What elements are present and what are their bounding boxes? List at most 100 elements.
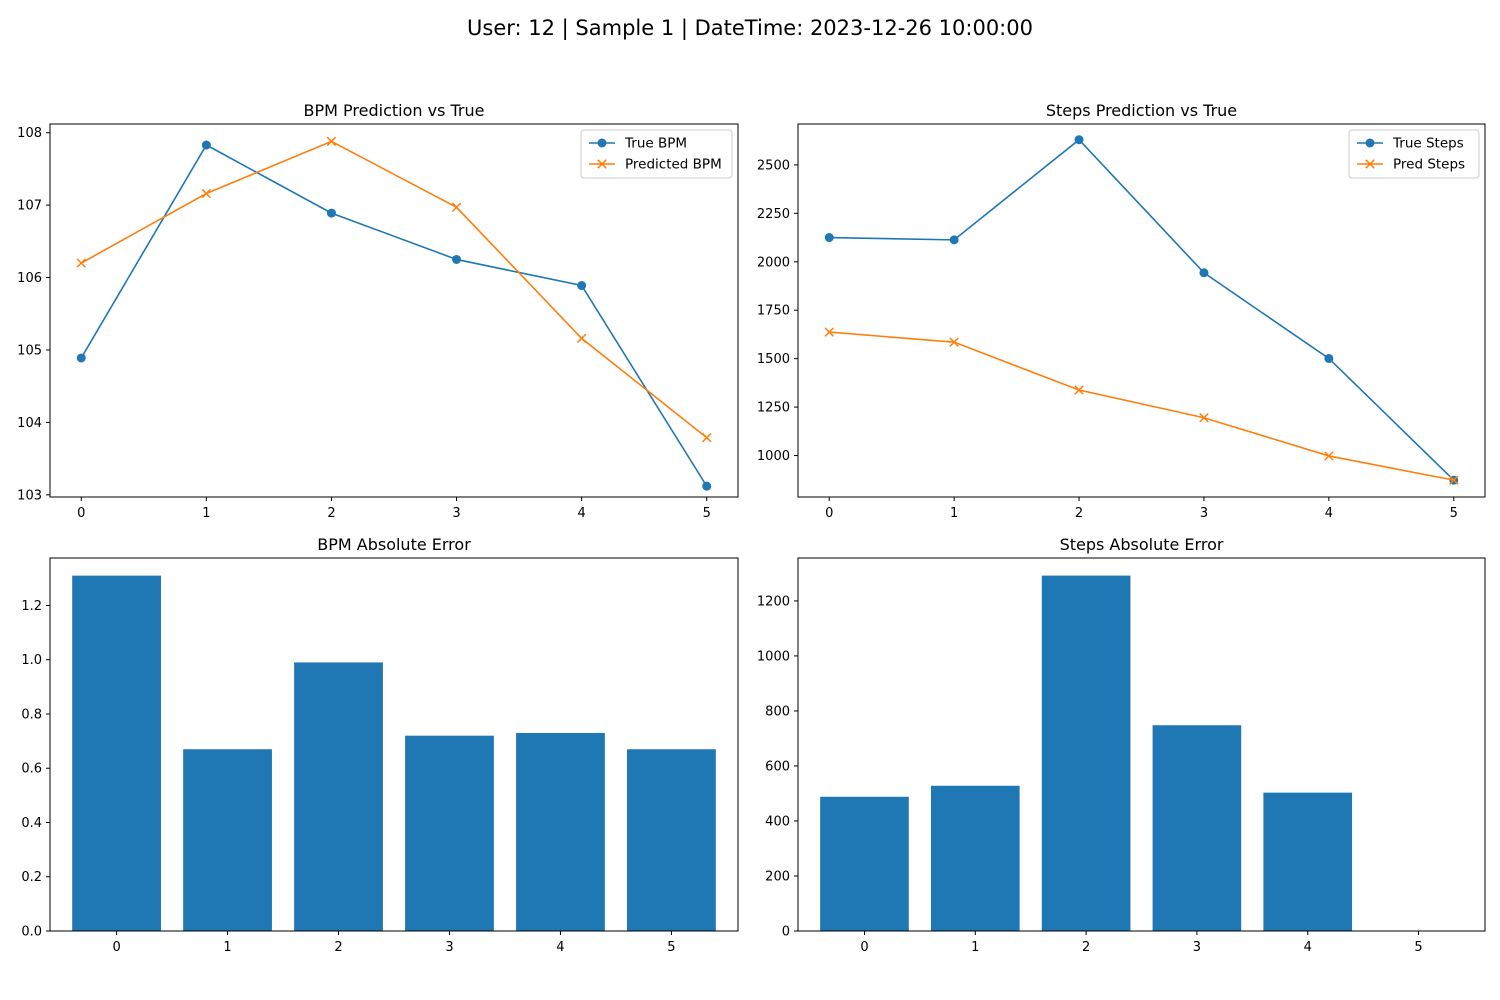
data-point — [326, 208, 336, 218]
steps-line-panel: 0 1 2 3 4 5 1000 1250 1500 1750 2000 2250 2500 Steps … — [757, 101, 1486, 521]
y-tick-label: 0.0 — [21, 925, 42, 940]
x-tick-label: 2 — [1082, 940, 1090, 955]
x-tick-label: 4 — [556, 940, 564, 955]
panel-title: BPM Prediction vs True — [304, 101, 485, 120]
x-tick-label: 3 — [1200, 506, 1208, 521]
legend-box — [1348, 129, 1480, 179]
series-line — [829, 138, 1455, 481]
y-tick-label: 1.2 — [21, 599, 42, 614]
data-point — [1365, 138, 1375, 148]
y-tick-label: 1250 — [757, 401, 790, 416]
y-tick-label: 0.2 — [21, 870, 42, 885]
bpm-line-panel: 0 1 2 3 4 5 103 104 105 106 107 108 BPM Prediction v… — [17, 101, 739, 521]
steps-error-bar-panel: 0 1 2 3 4 5 0 200 400 600 800 1000 1200 Steps Absolut… — [757, 535, 1486, 955]
data-point — [1199, 268, 1209, 278]
x-marker-stroke — [949, 337, 959, 347]
legend-entry: Predicted BPM — [589, 157, 722, 173]
x-tick-label: 5 — [1414, 940, 1422, 955]
figure-title: User: 12 | Sample 1 | DateTime: 2023-12-… — [467, 16, 1033, 40]
y-tick-label: 400 — [765, 814, 790, 829]
data-point — [949, 235, 959, 245]
data-point — [701, 432, 712, 443]
bar — [183, 749, 272, 931]
bar — [405, 735, 494, 931]
bar — [294, 662, 383, 931]
bar — [627, 749, 716, 931]
axes-frame — [49, 557, 739, 932]
data-point — [326, 136, 337, 147]
data-point — [1074, 135, 1084, 145]
x-tick-label: 0 — [860, 940, 868, 955]
y-tick-label: 2500 — [757, 158, 790, 173]
x-tick-label: 1 — [223, 940, 231, 955]
y-tick-label: 106 — [17, 271, 42, 286]
y-tick-label: 2000 — [757, 255, 790, 270]
legend-entry: Pred Steps — [1357, 157, 1465, 173]
x-marker-stroke — [576, 333, 587, 344]
data-point — [577, 281, 587, 291]
axes-frame — [797, 123, 1486, 498]
bar — [72, 575, 161, 931]
data-point — [576, 333, 587, 344]
data-point — [597, 159, 607, 169]
y-tick-label: 104 — [17, 416, 42, 431]
x-tick-label: 5 — [703, 506, 711, 521]
legend: True Steps Pred Steps — [1348, 129, 1480, 179]
data-point — [201, 140, 211, 150]
data-point — [1365, 159, 1375, 169]
series-line — [829, 331, 1454, 481]
legend-entry: True BPM — [589, 136, 687, 152]
panel-title: BPM Absolute Error — [317, 535, 471, 554]
data-point — [1199, 413, 1209, 423]
x-tick-label: 3 — [452, 506, 460, 521]
y-tick-label: 1000 — [757, 649, 790, 664]
axes-frame — [49, 123, 739, 498]
data-point — [452, 254, 462, 264]
series-line — [80, 143, 708, 487]
y-tick-label: 108 — [17, 126, 42, 141]
y-tick-label: 1750 — [757, 304, 790, 319]
bar — [930, 785, 1020, 931]
x-marker-stroke — [701, 432, 712, 443]
data-point — [949, 337, 959, 347]
y-tick-label: 1.0 — [21, 653, 42, 668]
data-point — [824, 233, 834, 243]
y-tick-label: 103 — [17, 488, 42, 503]
series-line — [80, 140, 708, 439]
y-tick-label: 600 — [765, 759, 790, 774]
y-tick-label: 105 — [17, 343, 42, 358]
x-marker-stroke — [326, 136, 337, 147]
x-marker-stroke — [76, 258, 87, 268]
bar — [1263, 792, 1353, 931]
x-tick-label: 4 — [1304, 940, 1312, 955]
data-point — [76, 353, 86, 363]
legend-entry: True Steps — [1357, 136, 1464, 152]
x-tick-label: 3 — [1193, 940, 1201, 955]
x-tick-label: 2 — [327, 506, 335, 521]
x-marker-stroke — [1449, 475, 1459, 485]
x-tick-label: 3 — [445, 940, 453, 955]
x-tick-label: 4 — [577, 506, 585, 521]
x-tick-label: 1 — [202, 506, 210, 521]
legend-label: Predicted BPM — [625, 157, 722, 173]
data-point — [1449, 475, 1459, 485]
x-tick-label: 0 — [77, 506, 85, 521]
y-tick-label: 107 — [17, 199, 42, 214]
data-point — [597, 138, 607, 148]
legend-label: True Steps — [1392, 136, 1464, 152]
data-point — [76, 258, 87, 268]
legend-label: Pred Steps — [1393, 157, 1465, 173]
x-marker-stroke — [201, 188, 212, 199]
x-tick-label: 0 — [825, 506, 833, 521]
bpm-error-bar-panel: 0 1 2 3 4 5 0.0 0.2 0.4 0.6 0.8 1.0 1.2 BPM Absolute … — [21, 535, 739, 955]
x-tick-label: 1 — [971, 940, 979, 955]
y-tick-label: 0.4 — [21, 816, 42, 831]
x-tick-label: 5 — [667, 940, 675, 955]
y-tick-label: 0.8 — [21, 707, 42, 722]
bar — [1041, 575, 1131, 931]
x-marker-stroke — [1199, 413, 1209, 423]
data-point — [1324, 353, 1334, 363]
y-tick-label: 800 — [765, 704, 790, 719]
x-marker-stroke — [824, 327, 834, 337]
